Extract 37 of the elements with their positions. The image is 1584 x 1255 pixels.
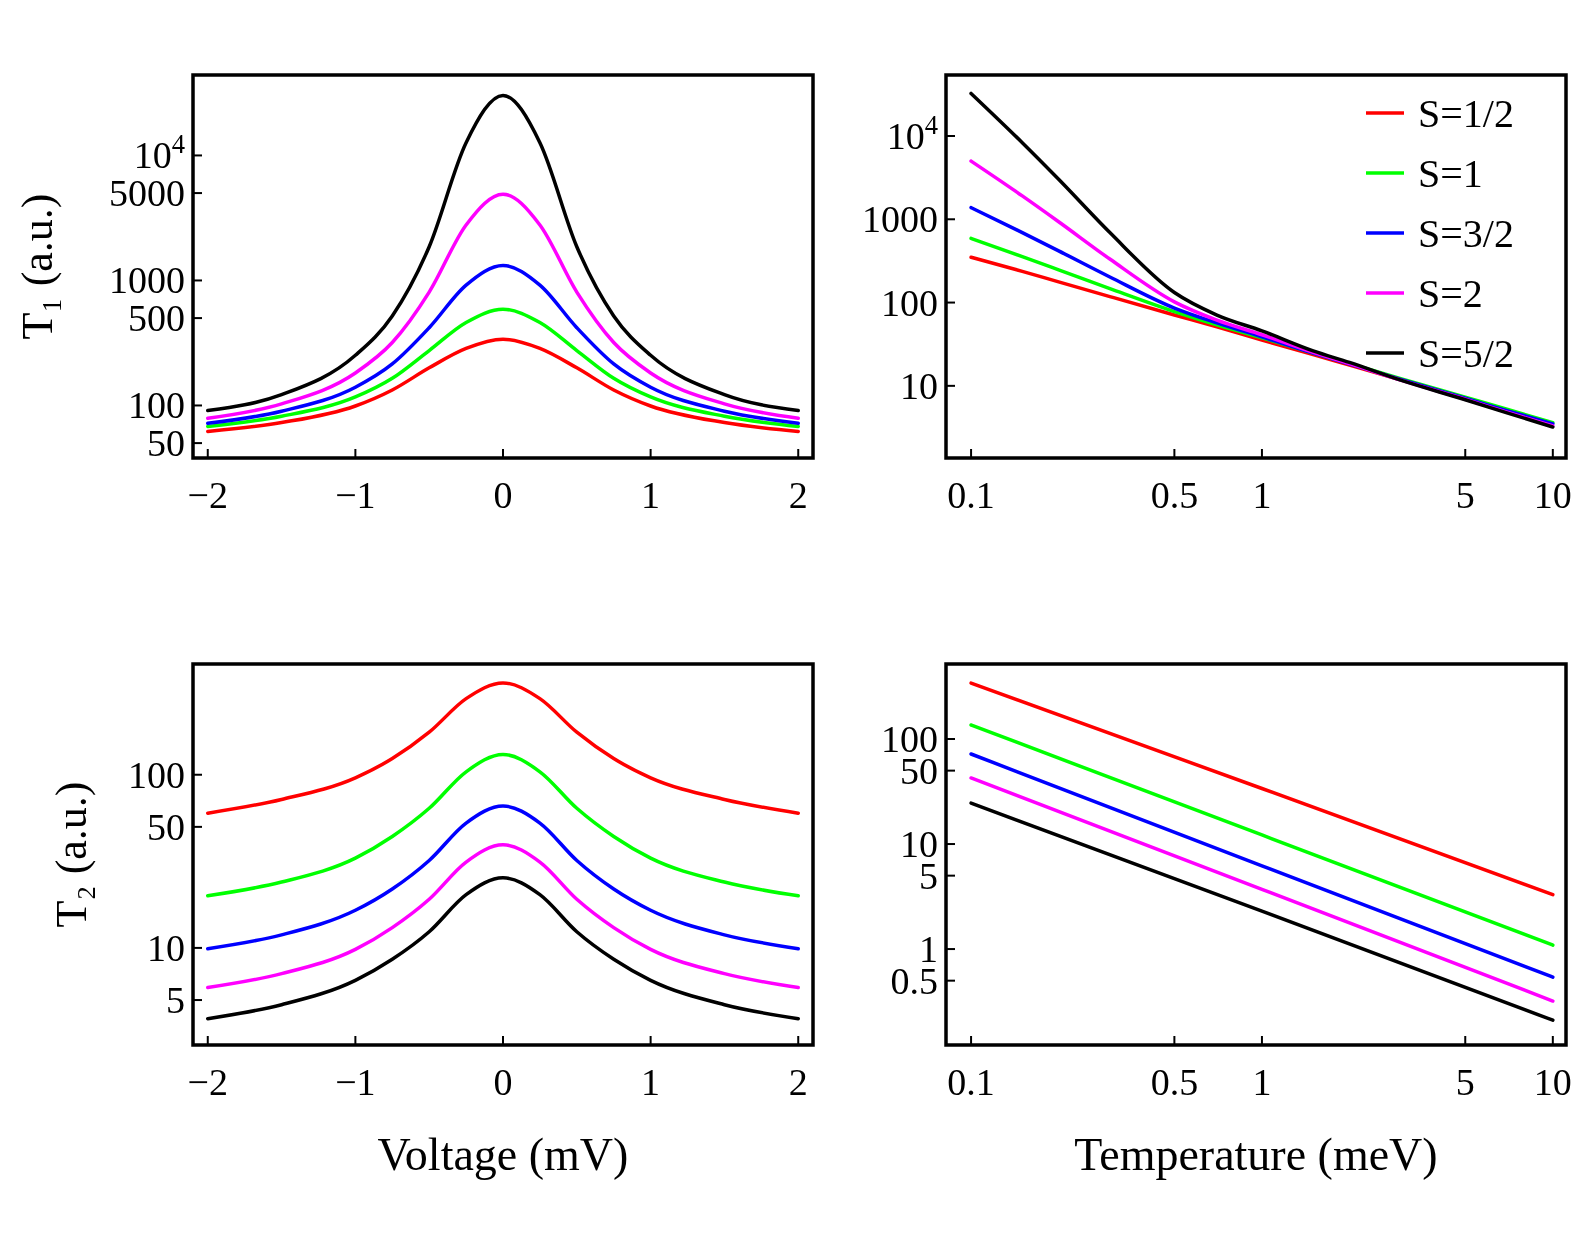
legend-label: S=1 <box>1418 151 1483 196</box>
x-tick-label: 1 <box>1252 1061 1272 1103</box>
x-tick-label: −2 <box>187 474 228 516</box>
x-tick-label: 0.1 <box>947 474 995 516</box>
legend-label: S=2 <box>1418 271 1483 316</box>
y-tick-label: 1000 <box>862 198 938 241</box>
y-tick-label: 10 <box>900 364 938 407</box>
x-tick-label: 0 <box>493 1061 513 1103</box>
y-tick-label: 100 <box>881 281 938 324</box>
x-tick-label: 0 <box>493 474 513 516</box>
x-tick-label: 5 <box>1455 474 1475 516</box>
y-tick-label: 50 <box>147 805 185 848</box>
legend-label: S=3/2 <box>1418 211 1514 256</box>
y-tick-label: 10 <box>147 926 185 969</box>
x-tick-label: 10 <box>1533 1061 1572 1103</box>
x-tick-label: 1 <box>1252 474 1272 516</box>
legend-label: S=1/2 <box>1418 91 1514 136</box>
x-tick-label: 1 <box>641 474 661 516</box>
x-tick-label: 10 <box>1533 474 1572 516</box>
x-tick-label: 5 <box>1455 1061 1475 1103</box>
x-tick-label: 2 <box>788 474 808 516</box>
legend-label: S=5/2 <box>1418 331 1514 376</box>
y-axis-title: T₁ (a.u.) <box>13 193 62 340</box>
x-tick-label: −2 <box>187 1061 228 1103</box>
x-tick-label: 0.5 <box>1150 1061 1199 1103</box>
x-tick-label: −1 <box>335 1061 376 1103</box>
x-axis-title: Voltage (mV) <box>377 1129 629 1180</box>
x-axis-title: Temperature (meV) <box>1074 1129 1438 1180</box>
x-tick-label: −1 <box>335 474 376 516</box>
x-tick-label: 0.1 <box>947 1061 995 1103</box>
y-tick-label: 5 <box>166 979 185 1022</box>
y-axis-title: T₂ (a.u.) <box>47 781 96 928</box>
x-tick-label: 1 <box>641 1061 661 1103</box>
y-tick-label: 10$^{4}$ <box>886 109 938 157</box>
x-tick-label: 2 <box>788 1061 808 1103</box>
y-tick-label: 100 <box>128 753 185 796</box>
x-tick-label: 0.5 <box>1150 474 1199 516</box>
